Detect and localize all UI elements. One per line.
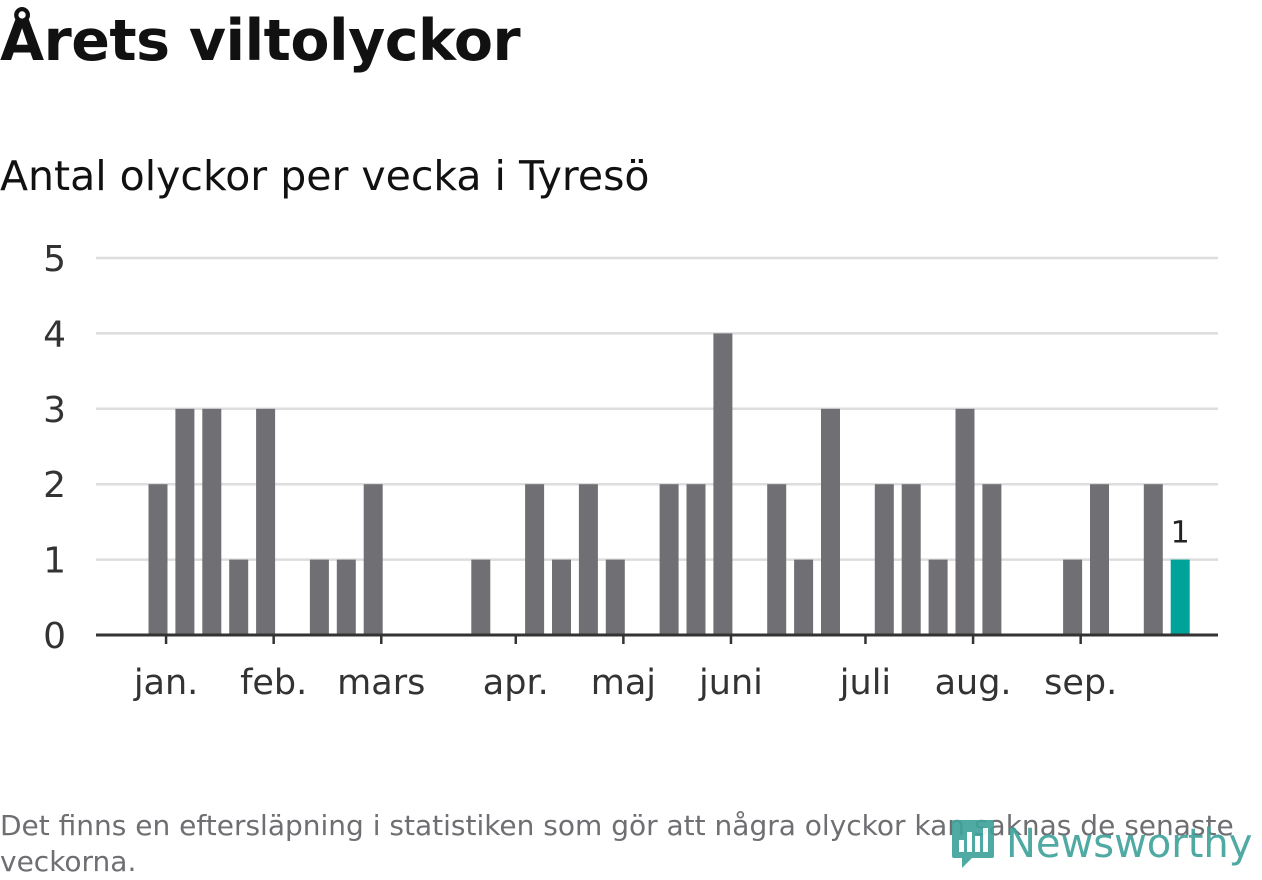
x-tick-label: mars bbox=[337, 663, 425, 703]
bar bbox=[578, 484, 598, 635]
bars bbox=[148, 333, 1190, 635]
y-tick-label: 2 bbox=[43, 465, 66, 506]
chart-title: Årets viltolyckor bbox=[0, 8, 521, 74]
chart-subtitle: Antal olyckor per vecka i Tyresö bbox=[0, 152, 650, 200]
footnote: Det finns en eftersläpning i statistiken… bbox=[0, 809, 1234, 878]
newsworthy-logo-icon bbox=[952, 820, 994, 868]
x-tick-label: apr. bbox=[483, 663, 549, 703]
bar bbox=[955, 408, 975, 635]
y-tick-label: 3 bbox=[43, 390, 66, 431]
bar bbox=[659, 484, 679, 635]
bar bbox=[336, 559, 356, 635]
bar bbox=[605, 559, 625, 635]
y-tick-label: 0 bbox=[43, 616, 66, 657]
bar bbox=[256, 408, 276, 635]
bar bbox=[1090, 484, 1109, 635]
data-labels: 1 bbox=[1171, 516, 1190, 551]
x-tick-label: sep. bbox=[1044, 663, 1117, 703]
bar bbox=[794, 559, 814, 635]
x-axis: jan. feb. mars apr. maj juni juli aug. sep. bbox=[96, 633, 1218, 703]
bar bbox=[148, 484, 168, 635]
x-tick-label: juli bbox=[839, 663, 891, 703]
bar bbox=[309, 559, 329, 635]
bar bbox=[928, 559, 948, 635]
bar bbox=[1143, 484, 1163, 635]
x-tick-label: maj bbox=[591, 663, 656, 703]
x-tick-label: feb. bbox=[240, 663, 307, 703]
newsworthy-logo-text: Newsworthy bbox=[1006, 821, 1253, 867]
data-label: 1 bbox=[1171, 516, 1190, 551]
bar bbox=[525, 484, 545, 635]
y-tick-label: 5 bbox=[43, 239, 66, 280]
bar bbox=[982, 484, 1002, 635]
bar bbox=[686, 484, 706, 635]
bar bbox=[552, 559, 571, 635]
y-tick-label: 4 bbox=[43, 314, 66, 355]
bar bbox=[874, 484, 894, 635]
gridlines bbox=[96, 256, 1218, 561]
newsworthy-logo: Newsworthy bbox=[950, 818, 1252, 870]
x-tick-label: jan. bbox=[133, 663, 198, 703]
bar bbox=[363, 484, 383, 635]
x-tick-label: aug. bbox=[935, 663, 1012, 703]
bar bbox=[901, 484, 921, 635]
bar bbox=[1063, 559, 1083, 635]
bar bbox=[202, 408, 222, 635]
bar bbox=[229, 559, 249, 635]
bar bbox=[767, 484, 787, 635]
bar bbox=[713, 333, 733, 635]
x-tick-label: juni bbox=[698, 663, 763, 703]
y-tick-label: 1 bbox=[43, 541, 66, 582]
bar bbox=[175, 408, 195, 635]
bar bbox=[1170, 559, 1190, 635]
bar bbox=[471, 559, 491, 635]
y-axis-ticks: 0 1 2 3 4 5 bbox=[43, 239, 66, 657]
bar bbox=[821, 408, 840, 635]
